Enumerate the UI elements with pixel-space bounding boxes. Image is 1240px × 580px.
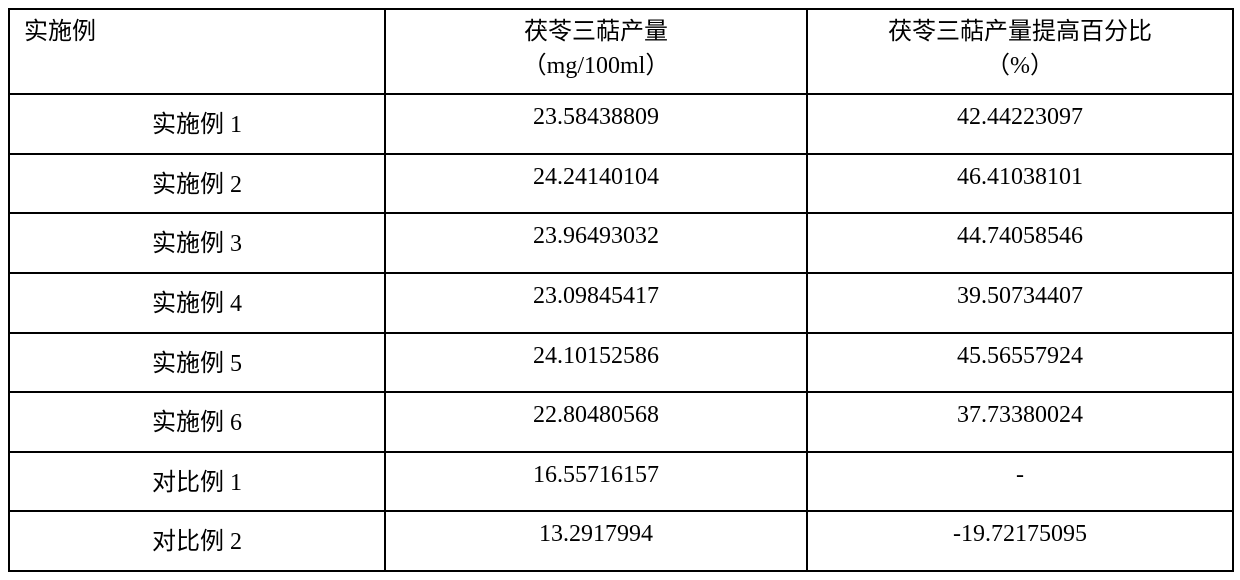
table-row: 实施例 6 22.80480568 37.73380024 <box>9 392 1233 452</box>
header-cell-example: 实施例 <box>9 9 385 94</box>
row-yield: 23.96493032 <box>533 223 659 249</box>
row-yield-cell: 23.09845417 <box>385 273 807 333</box>
data-table: 实施例 茯苓三萜产量 （mg/100ml） 茯苓三萜产量提高百分比 （%） 实施… <box>8 8 1234 572</box>
row-percent-cell: 42.44223097 <box>807 94 1233 154</box>
row-yield-cell: 16.55716157 <box>385 452 807 512</box>
row-percent: 37.73380024 <box>957 402 1083 428</box>
row-yield: 13.2917994 <box>539 521 653 547</box>
header-label: 实施例 <box>24 19 96 45</box>
row-percent-cell: -19.72175095 <box>807 511 1233 571</box>
row-percent: 42.44223097 <box>957 104 1083 130</box>
row-label-cell: 实施例 5 <box>9 333 385 393</box>
row-percent-cell: 39.50734407 <box>807 273 1233 333</box>
row-label-cell: 实施例 3 <box>9 213 385 273</box>
header-label-line2: （mg/100ml） <box>394 50 798 84</box>
row-label: 实施例 5 <box>152 351 242 377</box>
table-header-row: 实施例 茯苓三萜产量 （mg/100ml） 茯苓三萜产量提高百分比 （%） <box>9 9 1233 94</box>
table-body: 实施例 1 23.58438809 42.44223097 实施例 2 24.2… <box>9 94 1233 571</box>
row-label: 实施例 3 <box>152 231 242 257</box>
header-cell-percent: 茯苓三萜产量提高百分比 （%） <box>807 9 1233 94</box>
row-label-cell: 实施例 4 <box>9 273 385 333</box>
row-percent-cell: 44.74058546 <box>807 213 1233 273</box>
row-label-cell: 实施例 6 <box>9 392 385 452</box>
row-percent-cell: - <box>807 452 1233 512</box>
row-label: 对比例 2 <box>152 529 242 555</box>
table-row: 实施例 3 23.96493032 44.74058546 <box>9 213 1233 273</box>
row-label-cell: 对比例 2 <box>9 511 385 571</box>
header-cell-yield: 茯苓三萜产量 （mg/100ml） <box>385 9 807 94</box>
row-label: 实施例 1 <box>152 112 242 138</box>
table-row: 实施例 1 23.58438809 42.44223097 <box>9 94 1233 154</box>
table-row: 对比例 1 16.55716157 - <box>9 452 1233 512</box>
row-yield-cell: 13.2917994 <box>385 511 807 571</box>
row-percent: - <box>1016 462 1024 488</box>
row-percent-cell: 45.56557924 <box>807 333 1233 393</box>
row-yield: 23.09845417 <box>533 283 659 309</box>
table-row: 实施例 2 24.24140104 46.41038101 <box>9 154 1233 214</box>
row-label: 实施例 2 <box>152 172 242 198</box>
row-percent: -19.72175095 <box>953 521 1087 547</box>
row-yield-cell: 23.58438809 <box>385 94 807 154</box>
row-label-cell: 对比例 1 <box>9 452 385 512</box>
row-label: 实施例 6 <box>152 410 242 436</box>
row-percent: 45.56557924 <box>957 343 1083 369</box>
row-label-cell: 实施例 1 <box>9 94 385 154</box>
header-label-line2: （%） <box>816 50 1224 84</box>
header-label-line1: 茯苓三萜产量提高百分比 <box>816 16 1224 50</box>
row-yield-cell: 24.10152586 <box>385 333 807 393</box>
row-yield: 22.80480568 <box>533 402 659 428</box>
row-yield-cell: 24.24140104 <box>385 154 807 214</box>
table-row: 实施例 5 24.10152586 45.56557924 <box>9 333 1233 393</box>
table-row: 实施例 4 23.09845417 39.50734407 <box>9 273 1233 333</box>
row-percent: 39.50734407 <box>957 283 1083 309</box>
row-yield: 24.10152586 <box>533 343 659 369</box>
row-percent-cell: 46.41038101 <box>807 154 1233 214</box>
table-row: 对比例 2 13.2917994 -19.72175095 <box>9 511 1233 571</box>
data-table-container: 实施例 茯苓三萜产量 （mg/100ml） 茯苓三萜产量提高百分比 （%） 实施… <box>8 8 1232 572</box>
row-label: 实施例 4 <box>152 291 242 317</box>
row-label-cell: 实施例 2 <box>9 154 385 214</box>
row-yield: 16.55716157 <box>533 462 659 488</box>
row-yield: 23.58438809 <box>533 104 659 130</box>
row-yield-cell: 23.96493032 <box>385 213 807 273</box>
row-percent: 44.74058546 <box>957 223 1083 249</box>
row-yield-cell: 22.80480568 <box>385 392 807 452</box>
row-percent: 46.41038101 <box>957 164 1083 190</box>
header-label-line1: 茯苓三萜产量 <box>394 16 798 50</box>
row-percent-cell: 37.73380024 <box>807 392 1233 452</box>
row-label: 对比例 1 <box>152 470 242 496</box>
row-yield: 24.24140104 <box>533 164 659 190</box>
